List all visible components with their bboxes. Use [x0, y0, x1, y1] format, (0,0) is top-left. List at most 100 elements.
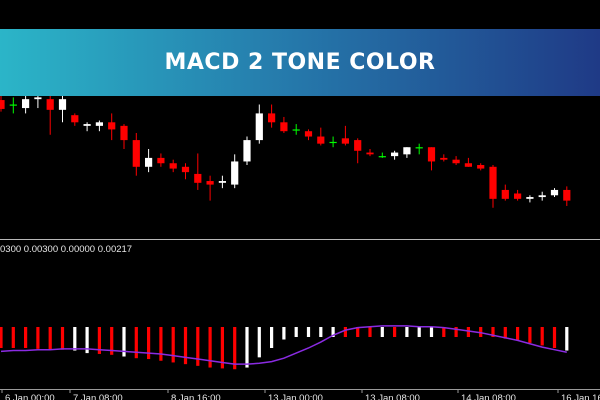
macd-bar [208, 327, 212, 368]
title-banner: MACD 2 TONE COLOR [0, 29, 600, 96]
candle-body [157, 157, 165, 164]
candle-body [317, 136, 325, 144]
candle-body [366, 152, 374, 155]
candle-body [341, 138, 349, 144]
macd-bar [294, 327, 298, 337]
macd-bar [282, 327, 286, 340]
macd-bar [454, 327, 458, 337]
candle-body [391, 152, 399, 157]
candle [108, 113, 116, 141]
candle-body [218, 181, 226, 183]
candle [145, 149, 153, 173]
macd-bar [110, 327, 114, 355]
candle-body [46, 99, 54, 110]
macd-bar [134, 327, 138, 359]
macd-bar [245, 327, 249, 368]
candle-body [268, 113, 276, 123]
candle [452, 156, 460, 166]
candle [427, 147, 436, 171]
candle-body [71, 115, 79, 123]
macd-bar [503, 327, 507, 339]
candle [268, 104, 276, 128]
candle-body [206, 181, 214, 185]
macd-bar [429, 327, 434, 337]
candle-body [403, 147, 411, 155]
candle [464, 157, 472, 167]
macd-bar [97, 327, 101, 354]
x-tick-label: 6 Jan 00:00 [5, 393, 55, 400]
candle [415, 143, 423, 155]
candle [501, 184, 509, 201]
candle-body [464, 163, 472, 167]
macd-bar [233, 327, 237, 370]
x-tick-label: 7 Jan 08:00 [73, 393, 123, 400]
indicator-values: 0300 0.00300 0.00000 0.00217 [0, 244, 133, 255]
candle-body [181, 166, 190, 173]
candle [514, 189, 522, 201]
macd-bar [417, 327, 421, 337]
candle [0, 93, 5, 112]
macd-bar [380, 327, 384, 337]
candle [292, 124, 300, 135]
candle [255, 104, 263, 144]
macd-bar [565, 327, 569, 351]
x-tick-label: 13 Jan 08:00 [365, 393, 420, 400]
macd-bar [491, 327, 495, 337]
macd-bar [356, 327, 360, 337]
candle-body [280, 122, 288, 132]
candle-body [9, 104, 17, 106]
candle-body [354, 140, 362, 151]
candle-body [501, 189, 509, 199]
macd-bar [196, 327, 200, 366]
candle [83, 122, 91, 132]
macd-bar [257, 327, 261, 358]
signal-line [0, 325, 567, 365]
candle-body [329, 141, 337, 144]
candle-body [243, 140, 251, 162]
candle-body [452, 159, 460, 164]
candle [354, 138, 362, 164]
macd-bar [343, 327, 347, 337]
candle [46, 95, 54, 135]
candle-body [145, 157, 153, 167]
candle-body [563, 189, 571, 201]
candle [526, 195, 534, 203]
macd-bar [466, 327, 470, 337]
macd-bar [528, 327, 532, 343]
macd-bar [331, 327, 335, 337]
banner-title: MACD 2 TONE COLOR [164, 50, 436, 75]
macd-bar [171, 327, 175, 363]
candle-body [526, 197, 534, 199]
macd-bar [306, 327, 311, 337]
macd-bar [552, 327, 557, 348]
candle [440, 154, 448, 162]
candle [9, 97, 17, 114]
candle [317, 127, 325, 146]
candle [218, 175, 226, 189]
candle [550, 188, 559, 198]
candle [132, 132, 140, 176]
macd-bar [183, 327, 188, 365]
candle [563, 186, 571, 206]
candle [391, 150, 399, 160]
macd-bar [60, 327, 65, 350]
candle-body [538, 195, 546, 198]
candle [403, 147, 411, 158]
candle-body [378, 156, 386, 158]
macd-bar [220, 327, 224, 369]
macd-bar [442, 327, 446, 337]
candle [243, 136, 251, 166]
candle [538, 191, 546, 201]
candle [120, 124, 128, 149]
candle-body [427, 147, 436, 162]
candle [341, 125, 349, 146]
candle [489, 165, 497, 208]
candle-body [58, 99, 67, 110]
candle [206, 175, 214, 201]
candle-body [231, 161, 239, 185]
axis-line [0, 389, 600, 390]
candle-body [120, 125, 128, 141]
candle [231, 154, 239, 189]
macd-bar [516, 327, 520, 341]
